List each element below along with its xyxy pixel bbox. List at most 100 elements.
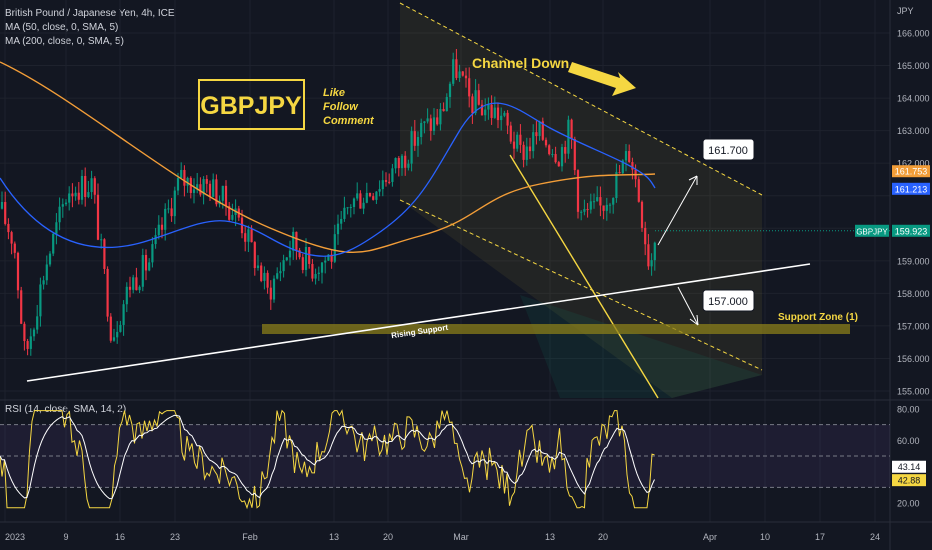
price-tick-1: 165.000 [897,61,930,71]
candle-body-32 [103,239,106,269]
target-down-box [702,289,755,312]
rising-support-line [26,263,811,382]
candle-body-47 [151,244,154,263]
candle-body-77 [247,229,250,242]
time-tick-5: 13 [329,532,339,542]
candle-body-197 [631,162,634,170]
rsi-badge-label: 42.88 [898,476,921,486]
ma200-line [0,61,656,253]
candle-body-179 [573,139,576,171]
candle-body-168 [538,121,541,137]
candle-body-90 [288,250,292,258]
cta-line-2: Comment [323,115,375,127]
candle-body-129 [413,131,416,146]
candle-body-38 [122,304,125,325]
candle-body-101 [324,260,327,263]
candle-body-42 [135,277,138,291]
cta-line-1: Follow [323,101,359,113]
candle-body-98 [314,273,317,279]
candle-body-202 [647,244,650,267]
price-tick-7: 157.000 [897,321,930,331]
candle-body-118 [378,189,381,192]
candle-body-82 [263,272,266,281]
candle-body-106 [340,218,343,224]
candle-body-71 [228,206,231,220]
ma50-legend: MA (50, close, 0, SMA, 5) [5,22,119,33]
candle-body-6 [20,290,23,324]
candle-body-4 [13,243,16,253]
candle-body-27 [87,192,90,197]
time-tick-7: Mar [453,532,469,542]
candle-body-40 [128,286,132,290]
candle-body-87 [279,271,282,274]
candle-body-188 [602,205,605,211]
candle-body-147 [471,96,474,114]
candle-body-37 [119,324,122,332]
candle-body-78 [250,229,253,243]
candle-body-23 [74,192,77,197]
candle-body-116 [372,196,375,200]
candle-body-8 [26,341,29,349]
candle-body-25 [80,175,84,200]
candle-body-85 [272,278,276,300]
candle-body-70 [224,185,228,207]
price-tick-2: 164.000 [897,94,930,104]
candle-body-29 [93,178,96,195]
candle-body-156 [500,115,503,121]
title-box-text: GBPJPY [200,92,302,120]
candle-body-63 [202,179,205,195]
candle-body-61 [196,184,199,190]
candle-body-151 [484,109,487,116]
price-tick-3: 163.000 [897,126,930,136]
price-tick-6: 158.000 [897,289,930,299]
candle-body-167 [535,132,538,137]
candle-body-164 [525,146,528,160]
candle-body-96 [308,246,311,264]
time-tick-6: 20 [383,532,393,542]
candle-body-163 [522,144,525,160]
candle-body-189 [605,204,608,211]
candle-body-19 [61,204,64,207]
candle-body-65 [208,183,212,197]
candle-body-140 [448,83,452,98]
candle-body-14 [45,264,48,281]
rsi-tick-2: 20.00 [897,499,920,509]
candle-body-141 [452,59,455,84]
candle-body-31 [100,239,103,241]
ma50-badge-label: 161.213 [895,184,928,194]
price-tick-4: 162.000 [897,159,930,169]
candle-body-83 [266,272,269,288]
candle-body-93 [298,250,301,258]
candle-body-22 [71,193,74,197]
candle-body-131 [420,122,423,138]
price-badge [892,224,930,237]
candle-body-17 [55,222,58,234]
candle-body-24 [77,192,80,200]
candle-body-57 [183,169,186,186]
channel-upper-line [399,2,763,196]
candle-body-169 [541,121,544,140]
candle-body-158 [506,112,509,126]
candle-body-21 [68,193,71,203]
time-tick-0: 2023 [5,532,25,542]
target-down-arrowhead-icon [689,314,699,326]
candle-body-7 [23,323,26,342]
candle-body-69 [221,185,224,201]
candle-body-99 [317,272,320,274]
candle-body-149 [477,90,480,105]
channel-lower-fill [520,295,762,398]
candle-body-161 [516,134,519,149]
symbol-title: British Pound / Japanese Yen, 4h, ICE [5,8,175,19]
target-down-arrow-line [677,286,699,326]
rsi-line [0,409,655,510]
candle-body-174 [557,162,560,167]
candle-body-204 [653,242,656,261]
support-zone-label: Support Zone (1) [778,312,858,323]
candle-body-110 [352,198,356,208]
candle-body-39 [125,286,128,305]
rsi-ma-badge-label: 43.14 [898,462,921,472]
candle-body-102 [327,254,330,261]
candle-body-79 [253,242,256,269]
ma200-legend: MA (200, close, 0, SMA, 5) [5,36,124,47]
